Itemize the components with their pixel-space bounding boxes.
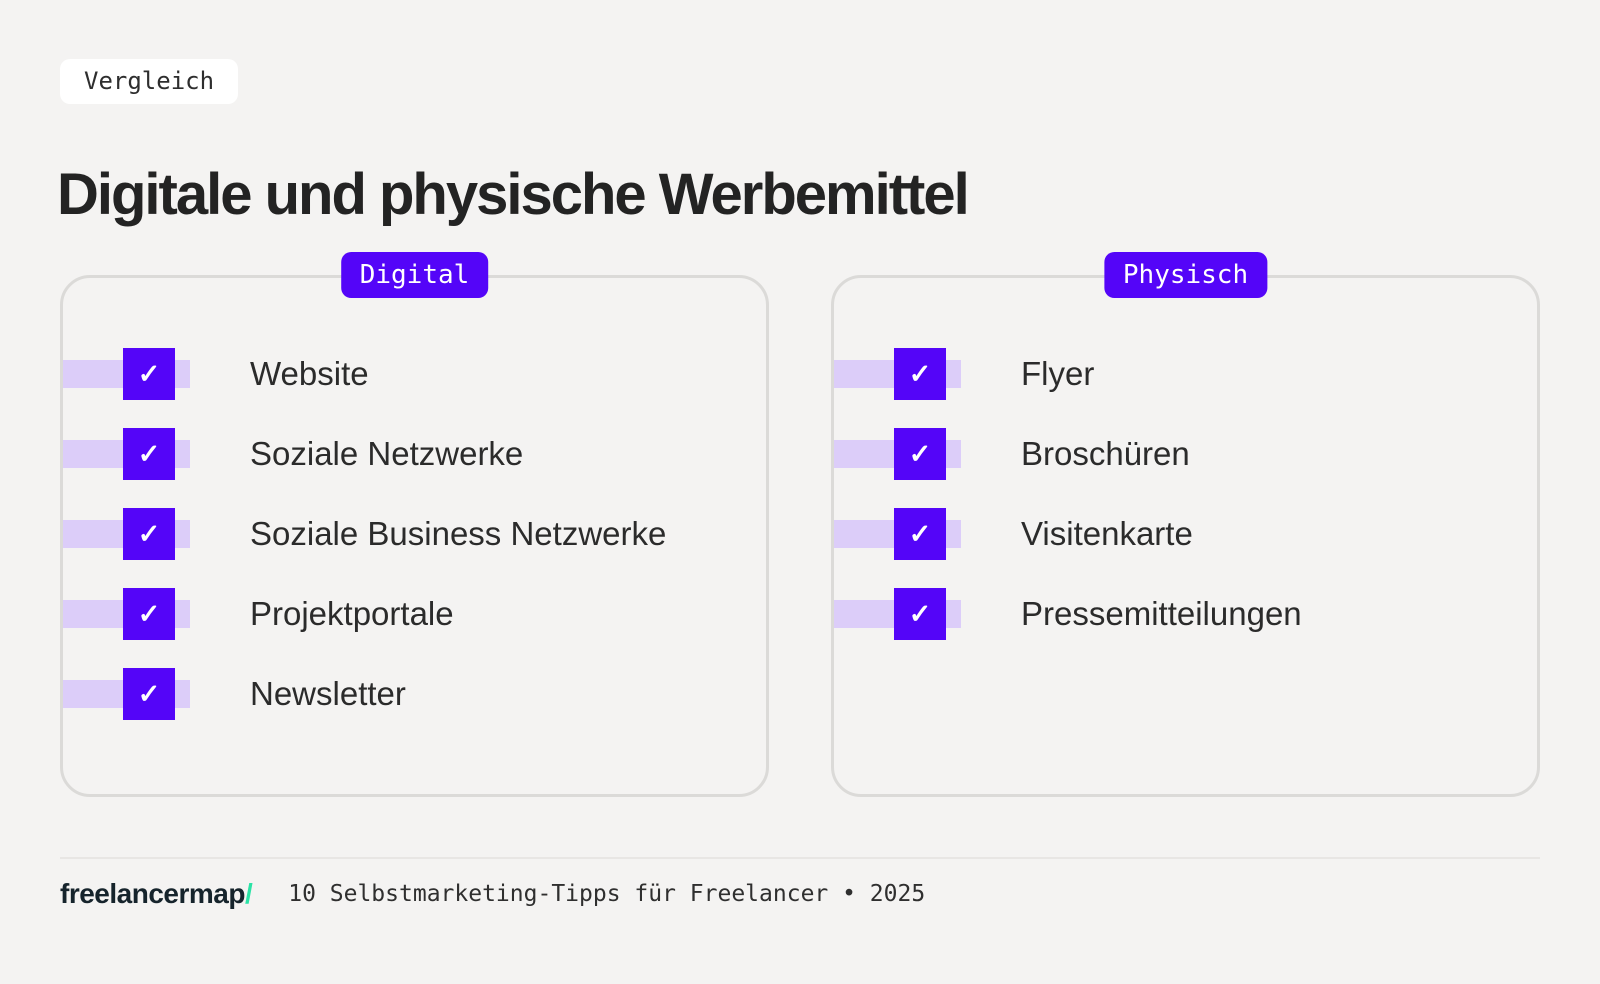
item-label: Visitenkarte (1021, 515, 1193, 552)
list-item: ✓ Newsletter (63, 654, 766, 734)
checkmark-icon: ✓ (123, 348, 175, 400)
item-label: Soziale Business Netzwerke (250, 515, 667, 552)
checkmark-icon: ✓ (894, 508, 946, 560)
freelancermap-logo: freelancermap/ (60, 878, 253, 910)
checkmark-icon: ✓ (123, 508, 175, 560)
footer-caption: 10 Selbstmarketing-Tipps für Freelancer … (288, 881, 926, 907)
page-title: Digitale und physische Werbemittel (57, 161, 970, 227)
checkmark-icon: ✓ (894, 348, 946, 400)
item-label: Pressemitteilungen (1021, 595, 1302, 632)
card-physisch-items: ✓ Flyer ✓ Broschüren ✓ Visitenkarte ✓ Pr… (834, 278, 1537, 654)
list-item: ✓ Broschüren (834, 414, 1537, 494)
logo-wordmark: freelancermap (60, 878, 245, 909)
checkmark-icon: ✓ (894, 428, 946, 480)
list-item: ✓ Projektportale (63, 574, 766, 654)
item-label: Projektportale (250, 595, 454, 632)
card-digital-items: ✓ Website ✓ Soziale Netzwerke ✓ Soziale … (63, 278, 766, 734)
list-item: ✓ Soziale Business Netzwerke (63, 494, 766, 574)
list-item: ✓ Flyer (834, 334, 1537, 414)
item-label: Soziale Netzwerke (250, 435, 524, 472)
item-label: Flyer (1021, 355, 1095, 392)
list-item: ✓ Visitenkarte (834, 494, 1537, 574)
logo-slash-icon: / (244, 878, 253, 909)
checkmark-icon: ✓ (123, 428, 175, 480)
vergleich-tag: Vergleich (60, 59, 239, 104)
card-digital: Digital ✓ Website ✓ Soziale Netzwerke ✓ … (60, 252, 769, 797)
footer: freelancermap/ 10 Selbstmarketing-Tipps … (60, 874, 925, 914)
list-item: ✓ Website (63, 334, 766, 414)
item-label: Broschüren (1021, 435, 1190, 472)
item-label: Newsletter (250, 675, 406, 712)
checkmark-icon: ✓ (894, 588, 946, 640)
list-item: ✓ Soziale Netzwerke (63, 414, 766, 494)
card-physisch: Physisch ✓ Flyer ✓ Broschüren ✓ Visitenk… (831, 252, 1540, 797)
list-item: ✓ Pressemitteilungen (834, 574, 1537, 654)
checkmark-icon: ✓ (123, 668, 175, 720)
card-digital-badge: Digital (340, 252, 489, 298)
checkmark-icon: ✓ (123, 588, 175, 640)
comparison-cards-row: Digital ✓ Website ✓ Soziale Netzwerke ✓ … (60, 252, 1540, 797)
item-label: Website (250, 355, 369, 392)
card-physisch-badge: Physisch (1103, 252, 1268, 298)
footer-divider (60, 857, 1540, 859)
